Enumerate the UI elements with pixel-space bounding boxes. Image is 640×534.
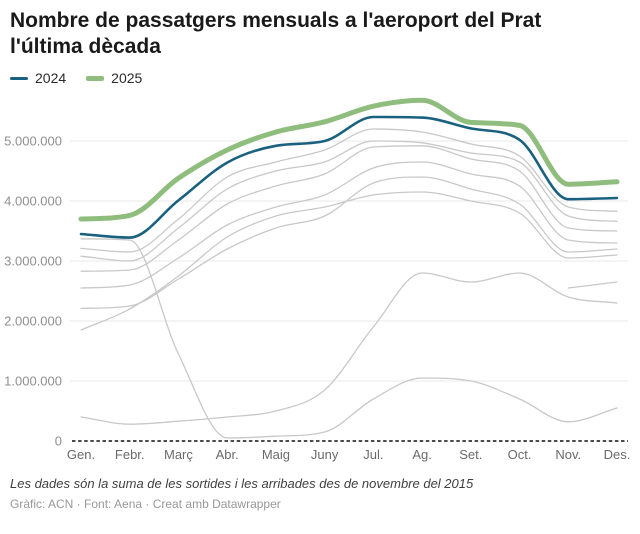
legend-swatch-2025 [86,75,105,81]
series-line-2023 [80,140,618,262]
series-line-2022 [80,191,618,331]
series-line-2019 [80,128,618,253]
series-line-2024 [79,115,619,239]
y-tick-label: 3.000.000 [4,254,62,269]
chart-byline: Gràfic: ACN · Font: Aena · Creat amb Dat… [10,497,281,512]
y-tick-label: 5.000.000 [4,134,62,149]
legend-swatch-2024 [10,76,28,80]
x-tick-label: Gen. [67,447,95,462]
chart-legend: 2024 2025 [10,70,640,86]
x-tick-label: Febr. [115,447,145,462]
series-line-2015 [567,281,618,289]
series-line-2021 [80,272,618,425]
y-tick-label: 4.000.000 [4,194,62,209]
chart-title-line1: Nombre de passatgers mensuals a l'aeropo… [10,9,542,32]
x-tick-label: Set. [459,447,482,462]
series-line-2025 [78,97,620,222]
series-line-2017 [80,161,618,289]
series-line-2016 [80,176,618,310]
chart-card: Nombre de passatgers mensuals a l'aeropo… [0,8,640,534]
x-tick-label: Abr. [216,447,239,462]
chart-footnote: Les dades són la suma de les sortides i … [10,476,474,492]
x-tick-label: Març [164,447,193,462]
x-tick-label: Des. [604,447,631,462]
legend-item-2024: 2024 [10,70,66,86]
line-chart-plot: 0 1.000.000 2.000.000 3.000.000 4.000.000 5.0… [4,97,631,462]
y-tick-label: 2.000.000 [4,314,62,329]
y-tick-label: 0 [55,434,62,449]
series-line-2018 [80,145,618,272]
legend-label: 2024 [35,70,67,87]
x-tick-label: Nov. [555,447,581,462]
legend-item-2025: 2025 [86,70,142,86]
series-line-2020 [80,238,618,439]
x-tick-label: Ag. [412,447,432,462]
x-tick-label: Maig [262,447,290,462]
chart-title: Nombre de passatgers mensuals a l'aeropo… [10,8,628,60]
y-tick-label: 1.000.000 [4,374,62,389]
chart-title-line2: l'última dècada [10,35,161,59]
x-tick-label: Juny [311,447,339,462]
x-tick-label: Jul. [363,447,383,462]
x-tick-label: Oct. [508,447,532,462]
legend-label: 2025 [111,70,143,87]
